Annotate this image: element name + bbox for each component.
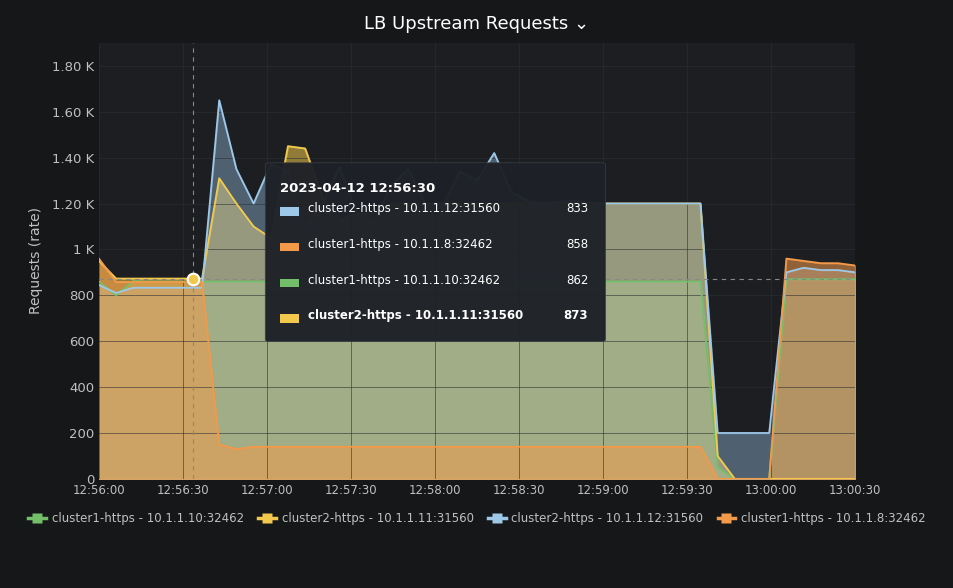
- Text: 858: 858: [565, 238, 588, 251]
- Legend: cluster1-https - 10.1.1.10:32462, cluster2-https - 10.1.1.11:31560, cluster2-htt: cluster1-https - 10.1.1.10:32462, cluste…: [24, 507, 929, 530]
- Text: 862: 862: [565, 273, 588, 286]
- Text: 873: 873: [563, 309, 588, 322]
- Text: cluster1-https - 10.1.1.8:32462: cluster1-https - 10.1.1.8:32462: [308, 238, 493, 251]
- Y-axis label: Requests (rate): Requests (rate): [30, 208, 43, 315]
- FancyBboxPatch shape: [265, 163, 605, 342]
- FancyBboxPatch shape: [280, 315, 299, 323]
- Text: cluster2-https - 10.1.1.11:31560: cluster2-https - 10.1.1.11:31560: [308, 309, 523, 322]
- Text: cluster1-https - 10.1.1.10:32462: cluster1-https - 10.1.1.10:32462: [308, 273, 500, 286]
- Title: LB Upstream Requests ⌄: LB Upstream Requests ⌄: [364, 15, 589, 33]
- Point: [186, 274, 201, 283]
- Text: cluster2-https - 10.1.1.12:31560: cluster2-https - 10.1.1.12:31560: [308, 202, 499, 215]
- FancyBboxPatch shape: [280, 207, 299, 216]
- Text: 2023-04-12 12:56:30: 2023-04-12 12:56:30: [280, 182, 436, 195]
- FancyBboxPatch shape: [280, 243, 299, 251]
- Text: 833: 833: [565, 202, 588, 215]
- FancyBboxPatch shape: [280, 279, 299, 287]
